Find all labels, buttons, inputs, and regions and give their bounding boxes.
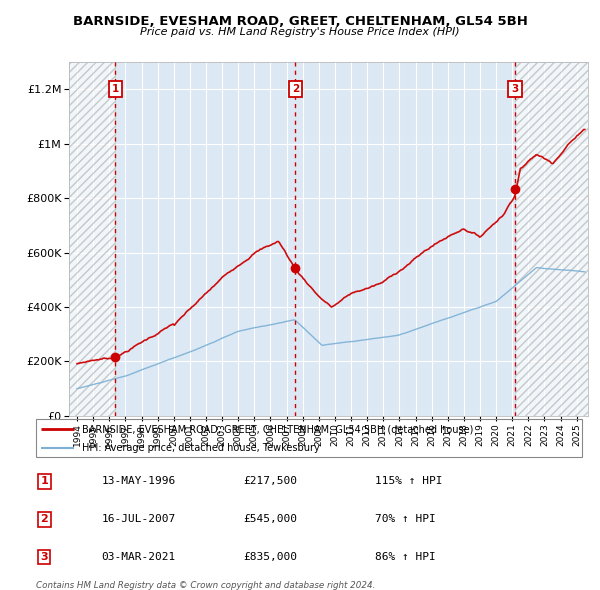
Text: 3: 3 [511,84,518,94]
Text: 70% ↑ HPI: 70% ↑ HPI [374,514,435,524]
Text: 86% ↑ HPI: 86% ↑ HPI [374,552,435,562]
Bar [515,62,588,416]
Text: £217,500: £217,500 [244,477,298,486]
Text: HPI: Average price, detached house, Tewkesbury: HPI: Average price, detached house, Tewk… [82,442,320,453]
Text: BARNSIDE, EVESHAM ROAD, GREET, CHELTENHAM, GL54 5BH: BARNSIDE, EVESHAM ROAD, GREET, CHELTENHA… [73,15,527,28]
Text: 1: 1 [112,84,119,94]
Text: Contains HM Land Registry data © Crown copyright and database right 2024.
This d: Contains HM Land Registry data © Crown c… [36,581,376,590]
Bar [69,62,115,416]
Text: £835,000: £835,000 [244,552,298,562]
Text: 115% ↑ HPI: 115% ↑ HPI [374,477,442,486]
Text: 13-MAY-1996: 13-MAY-1996 [101,477,176,486]
Text: 16-JUL-2007: 16-JUL-2007 [101,514,176,524]
Text: 03-MAR-2021: 03-MAR-2021 [101,552,176,562]
Text: £545,000: £545,000 [244,514,298,524]
Text: 1: 1 [40,477,48,486]
Text: 3: 3 [40,552,48,562]
Text: 2: 2 [292,84,299,94]
Text: BARNSIDE, EVESHAM ROAD, GREET, CHELTENHAM, GL54 5BH (detached house): BARNSIDE, EVESHAM ROAD, GREET, CHELTENHA… [82,424,474,434]
Text: Price paid vs. HM Land Registry's House Price Index (HPI): Price paid vs. HM Land Registry's House … [140,27,460,37]
Text: 2: 2 [40,514,48,524]
